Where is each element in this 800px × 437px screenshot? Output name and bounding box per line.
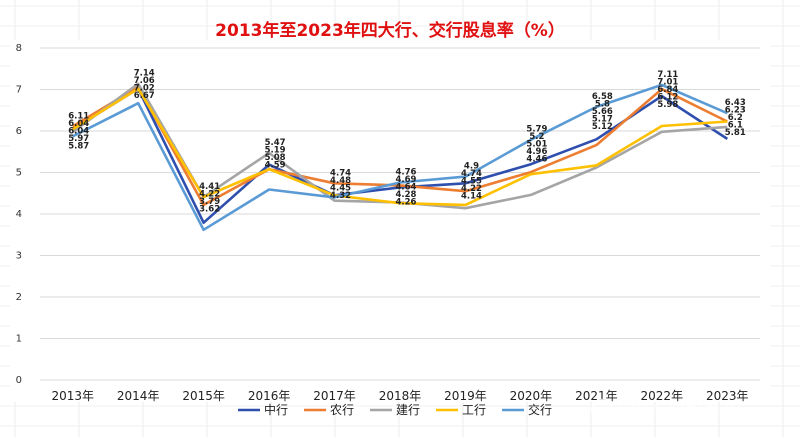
data-label: 4.22 bbox=[199, 190, 220, 200]
x-tick-label: 2022年 bbox=[641, 389, 684, 403]
x-tick-label: 2015年 bbox=[182, 389, 225, 403]
data-label: 7.02 bbox=[134, 84, 155, 94]
chart-title: 2013年至2023年四大行、交行股息率（%） bbox=[215, 20, 565, 41]
x-tick-label: 2017年 bbox=[313, 389, 356, 403]
data-label: 4.32 bbox=[330, 191, 351, 201]
watermark-text: 雪球：股权养老 bbox=[618, 401, 737, 421]
legend-label: 农行 bbox=[330, 403, 354, 417]
y-tick-label: 5 bbox=[16, 168, 22, 179]
data-label: 6.2 bbox=[728, 113, 743, 123]
data-label: 6.84 bbox=[657, 85, 678, 95]
data-label: 4.41 bbox=[199, 182, 220, 192]
legend-label: 中行 bbox=[264, 402, 288, 417]
data-labels: 6.116.046.045.975.877.147.067.026.674.41… bbox=[68, 69, 746, 215]
data-label: 6.04 bbox=[68, 119, 89, 129]
data-label: 4.48 bbox=[330, 176, 351, 186]
watermark: 雪球：股权养老 bbox=[590, 398, 737, 422]
data-label: 4.22 bbox=[461, 184, 482, 194]
x-tick-label: 2019年 bbox=[444, 389, 487, 403]
series-line-3 bbox=[72, 87, 728, 207]
legend: 中行 农行 建行 工行 交行 bbox=[238, 402, 552, 417]
data-label: 3.79 bbox=[199, 197, 220, 207]
series-line-4 bbox=[72, 83, 728, 232]
data-label: 6.23 bbox=[725, 106, 746, 116]
legend-label: 交行 bbox=[528, 402, 552, 417]
series-line-1 bbox=[72, 85, 728, 207]
data-label: 5.87 bbox=[68, 141, 89, 151]
data-label: 4.45 bbox=[330, 183, 351, 193]
plot-area bbox=[10, 40, 770, 402]
data-label: 6.58 bbox=[592, 92, 613, 102]
data-label: 5.66 bbox=[592, 107, 613, 117]
y-tick-label: 2 bbox=[16, 292, 22, 303]
x-tick-label: 2013年 bbox=[51, 389, 94, 403]
legend-label: 建行 bbox=[396, 403, 420, 417]
data-label: 6.12 bbox=[657, 92, 678, 102]
data-label: 4.59 bbox=[265, 161, 286, 171]
data-label: 4.69 bbox=[396, 175, 417, 185]
x-tick-label: 2021年 bbox=[575, 389, 618, 403]
y-axis-ticks: 0 1 2 3 4 5 6 7 8 bbox=[16, 43, 22, 386]
data-label: 6.1 bbox=[728, 121, 743, 131]
y-tick-label: 7 bbox=[16, 85, 22, 96]
x-tick-label: 2016年 bbox=[248, 389, 291, 403]
data-label: 4.46 bbox=[526, 155, 547, 165]
x-tick-label: 2020年 bbox=[510, 389, 553, 403]
y-tick-label: 0 bbox=[16, 375, 22, 386]
x-axis-ticks: 2013年 2014年 2015年 2016年 2017年 2018年 2019年 2020年… bbox=[51, 389, 748, 403]
data-label: 5.08 bbox=[265, 153, 286, 163]
data-label: 7.01 bbox=[657, 77, 678, 87]
snowball-logo-icon bbox=[590, 398, 614, 422]
data-label: 5.8 bbox=[595, 99, 610, 109]
x-tick-label: 2018年 bbox=[379, 389, 422, 403]
y-tick-label: 8 bbox=[16, 43, 22, 54]
y-tick-label: 1 bbox=[16, 334, 22, 345]
data-label: 3.62 bbox=[199, 205, 220, 215]
data-label: 4.64 bbox=[396, 183, 417, 193]
y-tick-label: 4 bbox=[16, 209, 22, 220]
data-label: 5.47 bbox=[265, 138, 286, 148]
data-label: 5.97 bbox=[68, 134, 89, 144]
data-label: 5.12 bbox=[592, 122, 613, 132]
data-label: 5.01 bbox=[526, 140, 547, 150]
y-tick-label: 3 bbox=[16, 251, 22, 262]
y-gridlines bbox=[40, 47, 760, 381]
data-label: 4.76 bbox=[396, 168, 417, 178]
data-label: 7.14 bbox=[134, 69, 155, 79]
y-tick-label: 6 bbox=[16, 126, 22, 137]
data-label: 5.19 bbox=[265, 146, 286, 156]
data-label: 6.67 bbox=[134, 91, 155, 101]
legend-label: 工行 bbox=[462, 403, 486, 417]
data-label: 6.43 bbox=[725, 98, 746, 108]
data-label: 7.11 bbox=[657, 70, 678, 80]
series-lines bbox=[71, 82, 729, 232]
data-label: 6.11 bbox=[68, 111, 89, 121]
data-label: 5.98 bbox=[657, 100, 678, 110]
data-label: 5.79 bbox=[526, 125, 547, 135]
x-tick-label: 2014年 bbox=[117, 389, 160, 403]
data-label: 5.81 bbox=[725, 128, 746, 138]
data-label: 4.74 bbox=[330, 168, 351, 178]
data-label: 4.26 bbox=[396, 198, 417, 208]
data-label: 4.96 bbox=[526, 147, 547, 157]
data-label: 4.55 bbox=[461, 177, 482, 187]
data-label: 4.14 bbox=[461, 192, 482, 202]
data-label: 6.04 bbox=[68, 126, 89, 136]
data-label: 7.06 bbox=[134, 76, 155, 86]
data-label: 5.2 bbox=[529, 132, 544, 142]
data-label: 5.17 bbox=[592, 114, 613, 124]
data-label: 4.74 bbox=[461, 169, 482, 179]
data-label: 4.28 bbox=[396, 190, 417, 200]
data-label: 4.9 bbox=[464, 162, 479, 172]
x-tick-label: 2023年 bbox=[706, 389, 749, 403]
